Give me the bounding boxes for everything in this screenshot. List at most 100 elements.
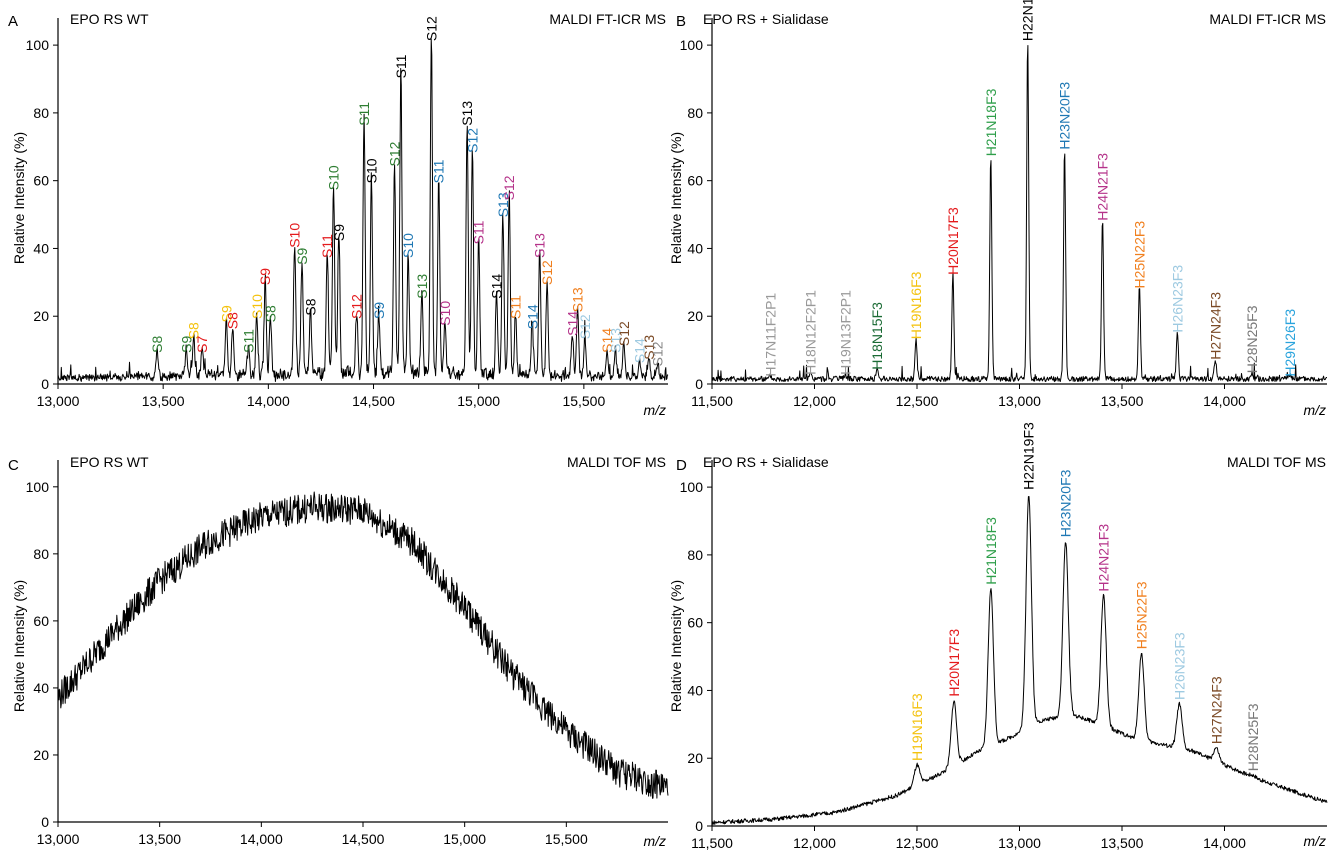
peak-label: S9 xyxy=(257,268,273,285)
x-tick-label: 12,000 xyxy=(793,835,836,851)
peak-label: S10 xyxy=(326,165,342,190)
peak-label: H19N13F2P1 xyxy=(837,290,853,375)
panel-title-right: MALDI FT-ICR MS xyxy=(1209,11,1326,27)
peak-label: S12 xyxy=(650,341,666,366)
panel-letter: D xyxy=(676,457,687,474)
panel-title-left: EPO RS + Sialidase xyxy=(703,11,829,27)
peak-label: S8 xyxy=(262,305,278,322)
peak-label: S14 xyxy=(489,274,505,299)
y-tick-label: 20 xyxy=(687,308,703,324)
axis-ticks: 0 20 40 60 80 100 11,500 12,000 12,500 13,000 13,5… xyxy=(680,460,1327,851)
peak-label: S11 xyxy=(508,295,524,319)
peak-label: S14 xyxy=(524,304,540,329)
x-tick-label: 12,500 xyxy=(896,393,939,409)
peak-label: H25N22F3 xyxy=(1131,221,1147,289)
x-tick-label: 11,500 xyxy=(691,393,733,409)
y-tick-label: 40 xyxy=(687,682,703,698)
peak-label: S9 xyxy=(178,336,194,353)
peak-labels: H17N11F2P1 H18N12F2P1 H19N13F2P1 H18N15F3 H1… xyxy=(762,0,1298,377)
peak-label: S10 xyxy=(287,223,303,248)
peak-label: H26N23F3 xyxy=(1171,632,1187,700)
x-tick-label: 13,500 xyxy=(1101,393,1144,409)
peak-label: S10 xyxy=(437,301,453,326)
panel-b: B EPO RS + Sialidase MALDI FT-ICR MS Rel… xyxy=(668,0,1327,418)
peak-label: S13 xyxy=(495,192,511,217)
y-tick-label: 100 xyxy=(26,479,50,495)
axis-ticks: 0 20 40 60 80 100 11,500 12,000 12,500 13,000 13,5… xyxy=(680,18,1327,409)
peak-label: S11 xyxy=(356,102,372,126)
y-tick-label: 60 xyxy=(687,173,703,189)
peak-label: S12 xyxy=(464,128,480,153)
peak-label: S13 xyxy=(414,274,430,299)
axis-ticks: 0 20 40 60 80 100 13,000 13,500 14,000 14,500 15,0… xyxy=(26,460,668,847)
y-tick-label: 0 xyxy=(695,376,703,392)
x-tick-label: 13,500 xyxy=(1101,835,1144,851)
peak-label: H28N25F3 xyxy=(1244,305,1260,373)
y-tick-label: 80 xyxy=(687,547,703,563)
peak-label: H19N16F3 xyxy=(908,271,924,339)
peak-label: H20N17F3 xyxy=(945,207,961,275)
peak-label: H24N21F3 xyxy=(1096,524,1112,592)
x-axis-label: m/z xyxy=(643,402,666,418)
peak-label: S12 xyxy=(423,16,439,41)
peak-label: S11 xyxy=(393,54,409,78)
y-tick-label: 60 xyxy=(687,615,703,631)
peak-label: S8 xyxy=(302,298,318,315)
peak-label: S11 xyxy=(431,159,447,183)
x-tick-label: 14,000 xyxy=(247,393,290,409)
x-tick-label: 13,000 xyxy=(998,835,1041,851)
y-tick-label: 0 xyxy=(695,818,703,834)
y-tick-label: 20 xyxy=(687,750,703,766)
peak-label: H27N24F3 xyxy=(1207,292,1223,360)
y-axis-label: Relative Intensity (%) xyxy=(11,132,27,264)
peak-label: S9 xyxy=(294,247,310,264)
x-tick-label: 14,000 xyxy=(240,831,283,847)
peak-label: S14 xyxy=(632,338,648,363)
peak-label: S11 xyxy=(240,329,256,353)
peak-label: H21N18F3 xyxy=(983,517,999,585)
peak-label: H22N19F3 xyxy=(1020,0,1036,41)
x-tick-label: 13,000 xyxy=(998,393,1041,409)
panel-letter: A xyxy=(8,13,18,30)
peak-label: H25N22F3 xyxy=(1134,581,1150,649)
peak-label: H23N20F3 xyxy=(1058,469,1074,537)
x-tick-label: 14,000 xyxy=(1203,393,1246,409)
y-tick-label: 40 xyxy=(33,240,49,256)
x-tick-label: 15,500 xyxy=(562,393,605,409)
x-tick-label: 15,000 xyxy=(443,831,486,847)
y-tick-label: 60 xyxy=(33,613,49,629)
y-tick-label: 80 xyxy=(33,546,49,562)
y-axis-label: Relative Intensity (%) xyxy=(668,132,684,264)
peak-label: S12 xyxy=(577,314,593,339)
peak-label: S10 xyxy=(363,158,379,183)
spectrum xyxy=(711,496,1328,825)
y-tick-label: 80 xyxy=(687,105,703,121)
peak-label: S9 xyxy=(218,305,234,322)
x-tick-label: 15,500 xyxy=(545,831,588,847)
peak-label: H18N15F3 xyxy=(869,302,885,370)
y-tick-label: 80 xyxy=(33,105,49,121)
y-axis-label: Relative Intensity (%) xyxy=(668,580,684,712)
panel-title-left: EPO RS WT xyxy=(70,454,149,470)
y-tick-label: 20 xyxy=(33,308,49,324)
peak-label: S12 xyxy=(349,294,365,319)
peak-labels: S8 S9S8S7S9S8S11S10S9S8S10S9S8S11S9S10S12… xyxy=(149,16,666,366)
peak-label: S13 xyxy=(570,287,586,312)
peak-label: S11 xyxy=(471,220,487,244)
y-axis-label: Relative Intensity (%) xyxy=(11,580,27,712)
y-tick-label: 100 xyxy=(26,37,50,53)
x-tick-label: 15,000 xyxy=(457,393,500,409)
y-tick-label: 100 xyxy=(680,479,704,495)
spectrum-trace xyxy=(711,496,1328,825)
peak-label: H22N19F3 xyxy=(1021,422,1037,490)
panel-letter: C xyxy=(8,457,19,474)
peak-label: S13 xyxy=(459,101,475,126)
peak-label: S8 xyxy=(186,322,202,339)
peak-label: H26N23F3 xyxy=(1169,265,1185,333)
peak-label: S14 xyxy=(564,311,580,336)
y-tick-label: 40 xyxy=(33,680,49,696)
panel-letter: B xyxy=(676,13,686,30)
peak-label: S10 xyxy=(400,233,416,258)
peak-label: S13 xyxy=(641,335,657,360)
